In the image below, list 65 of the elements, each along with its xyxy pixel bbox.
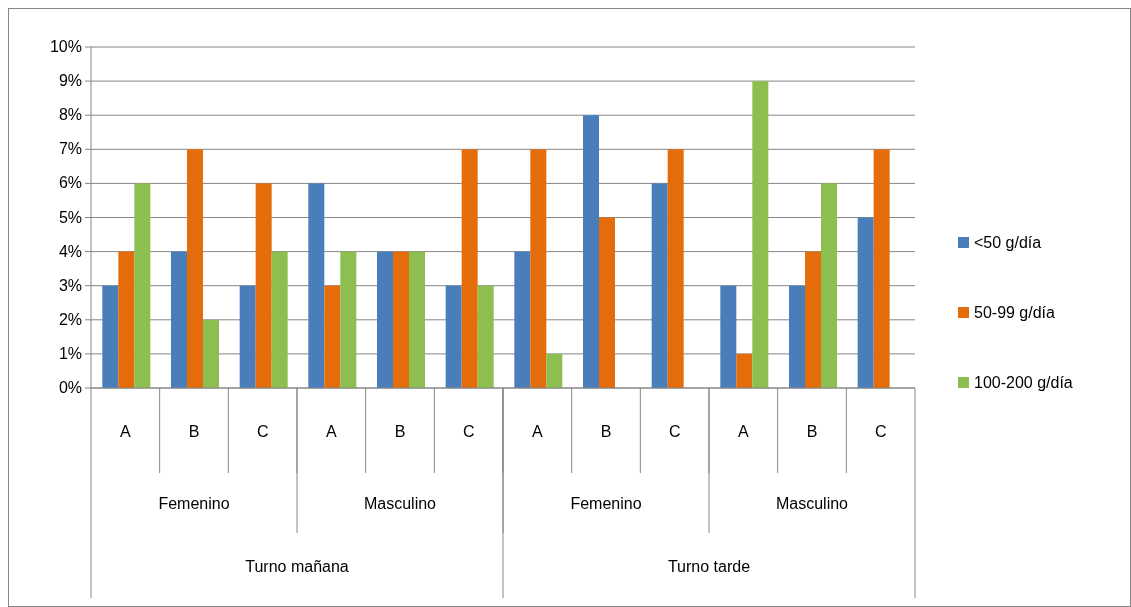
y-tick-label: 2%	[58, 310, 82, 328]
x-tick-label: B	[806, 422, 818, 440]
y-tick-label: 6%	[58, 174, 82, 192]
x-tick-label: A	[532, 422, 543, 440]
bar	[393, 251, 409, 388]
text: Masculino	[775, 495, 849, 512]
y-tick-label: 8%	[58, 106, 82, 124]
bar	[118, 251, 135, 388]
bar	[461, 149, 478, 388]
bar	[720, 285, 737, 388]
bar	[445, 285, 462, 388]
bar	[530, 149, 547, 388]
bar	[805, 251, 821, 388]
x-tick-label: A	[326, 422, 337, 440]
legend-label: <50 g/día	[974, 234, 1042, 251]
y-tick-label: 10%	[49, 38, 82, 55]
x-tick-label: C	[462, 422, 475, 440]
bar	[736, 353, 753, 388]
x-tick-label: C	[874, 422, 887, 440]
y-tick-label: 3%	[58, 276, 82, 294]
bar	[789, 285, 805, 388]
text: Femenino	[570, 495, 642, 512]
y-tick-label: 0%	[58, 379, 82, 396]
bar	[102, 285, 119, 388]
x-tick-label: A	[738, 422, 749, 440]
bar	[514, 251, 531, 388]
x-tick-label: B	[394, 422, 406, 440]
bar	[187, 149, 203, 388]
x-tick-label: A	[120, 422, 131, 440]
x-tick-label: B	[188, 422, 200, 440]
bar	[255, 183, 272, 388]
x-tick-label: C	[256, 422, 269, 440]
y-tick-label: 7%	[58, 140, 82, 158]
bar	[171, 251, 187, 388]
y-tick-label: 5%	[58, 208, 82, 226]
text: Turno tarde	[667, 557, 751, 575]
bar	[203, 319, 219, 388]
bar	[583, 115, 599, 388]
y-tick-label: 1%	[58, 344, 82, 362]
bar	[546, 353, 563, 388]
text: Masculino	[363, 495, 437, 512]
bar	[377, 251, 393, 388]
bar	[599, 217, 615, 388]
bar	[667, 149, 684, 388]
bar	[308, 183, 325, 388]
bar	[271, 251, 288, 388]
y-tick-label: 9%	[58, 72, 82, 90]
bar	[821, 183, 837, 388]
bar	[340, 251, 357, 388]
bar	[409, 251, 425, 388]
bar	[324, 285, 341, 388]
bar	[239, 285, 256, 388]
y-tick-label: 4%	[58, 242, 82, 260]
bar	[134, 183, 151, 388]
legend-label: 50-99 g/día	[974, 304, 1056, 321]
text: Turno mañana	[245, 557, 349, 575]
legend-label: 100-200 g/día	[974, 374, 1073, 391]
x-tick-label: B	[600, 422, 612, 440]
bar	[651, 183, 668, 388]
bar	[477, 285, 494, 388]
text: Femenino	[158, 495, 230, 512]
bar	[752, 81, 769, 388]
bar	[873, 149, 890, 388]
bar	[857, 217, 874, 388]
x-tick-label: C	[668, 422, 681, 440]
